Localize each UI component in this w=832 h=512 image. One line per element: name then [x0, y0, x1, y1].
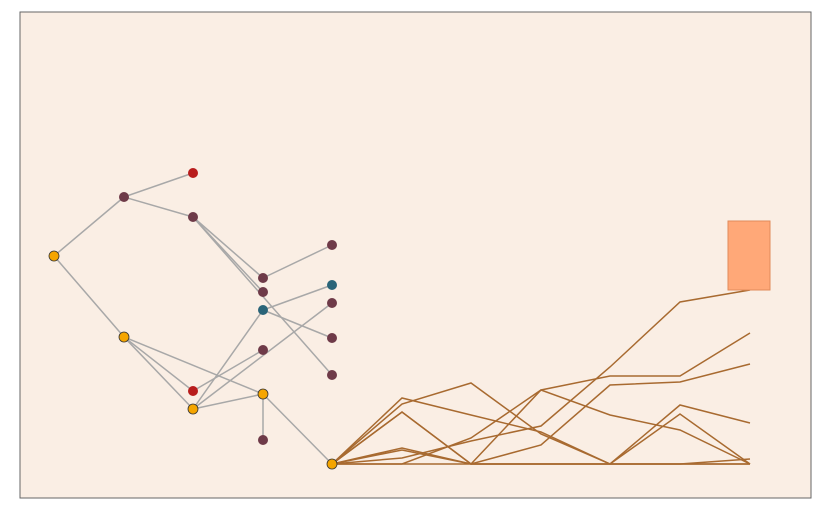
path-line-6 — [331, 289, 751, 465]
tree-node-inner-n1 — [119, 192, 129, 202]
tree-edge-n0-n2 — [53, 255, 125, 338]
path-line-8 — [331, 413, 751, 465]
tree-node-inner-n16 — [258, 435, 268, 445]
tree-edge-n2-n5 — [123, 336, 194, 392]
tree-edge-n1-n4 — [123, 196, 194, 218]
tree-node-inner-n12 — [327, 240, 337, 250]
tree-edges-group — [53, 172, 333, 465]
tree-node-inner-n5 — [188, 386, 198, 396]
tree-edge-n0-n1 — [53, 196, 125, 257]
tree-node-leaf-n3 — [188, 168, 198, 178]
tree-node-root-n0 — [48, 250, 60, 262]
tree-edge-n15-n9 — [262, 309, 333, 339]
tree-edge-n9-n14 — [262, 284, 333, 311]
tree-node-root-n6 — [187, 403, 199, 415]
tree-nodes-group — [48, 168, 338, 470]
tree-node-inner-n14 — [327, 280, 337, 290]
tree-node-inner-n17 — [327, 370, 337, 380]
tree-edge-n7-n12 — [262, 244, 333, 279]
tree-node-root-n11 — [257, 388, 269, 400]
tree-node-inner-n8 — [258, 287, 268, 297]
tree-node-root-n2 — [118, 331, 130, 343]
tree-node-inner-n15 — [327, 333, 337, 343]
path-line-7 — [331, 397, 751, 465]
path-line-4 — [331, 389, 751, 466]
tree-edge-n1-n3 — [123, 172, 194, 198]
tree-edge-n6-n11 — [192, 393, 264, 410]
tree-node-inner-n10 — [258, 345, 268, 355]
plot-background — [19, 11, 812, 499]
tree-edge-n5-n10 — [192, 349, 264, 392]
tree-node-inner-n7 — [258, 273, 268, 283]
path-lines-group — [331, 289, 751, 466]
tree-edge-n2-n11 — [123, 336, 264, 395]
tree-edge-n2-n6 — [123, 336, 194, 410]
tree-node-root-n18 — [326, 458, 338, 470]
tree-node-inner-n13 — [327, 298, 337, 308]
tree-edge-n4-n7 — [192, 216, 264, 279]
path-line-5 — [331, 363, 751, 465]
tree-edge-n6-n9 — [192, 309, 264, 410]
path-line-9 — [331, 382, 750, 465]
tree-edge-n11-n18 — [262, 393, 333, 465]
tree-edge-n13-n6 — [192, 302, 333, 410]
tree-node-inner-n4 — [188, 212, 198, 222]
highlight-rectangle — [727, 220, 771, 291]
tree-node-inner-n9 — [258, 305, 268, 315]
